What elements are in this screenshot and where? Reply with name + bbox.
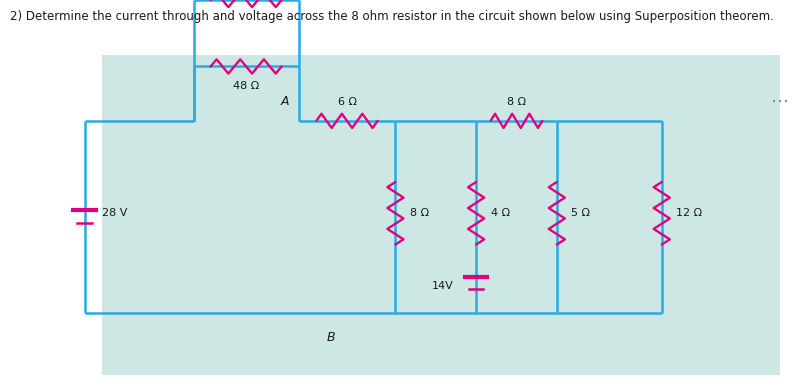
Text: B: B (327, 330, 335, 344)
Text: 4 Ω: 4 Ω (491, 208, 510, 218)
Text: 5 Ω: 5 Ω (571, 208, 591, 218)
Text: 8 Ω: 8 Ω (410, 208, 429, 218)
Text: 48 Ω: 48 Ω (233, 81, 259, 91)
Text: 2) Determine the current through and voltage across the 8 ohm resistor in the ci: 2) Determine the current through and vol… (10, 10, 774, 23)
Text: ⋯: ⋯ (771, 93, 788, 111)
Text: 14V: 14V (432, 282, 454, 292)
Text: 8 Ω: 8 Ω (507, 97, 526, 107)
Text: 12 Ω: 12 Ω (676, 208, 702, 218)
Text: 6 Ω: 6 Ω (337, 97, 357, 107)
Text: 28 V: 28 V (102, 208, 128, 217)
Text: A: A (280, 95, 289, 108)
